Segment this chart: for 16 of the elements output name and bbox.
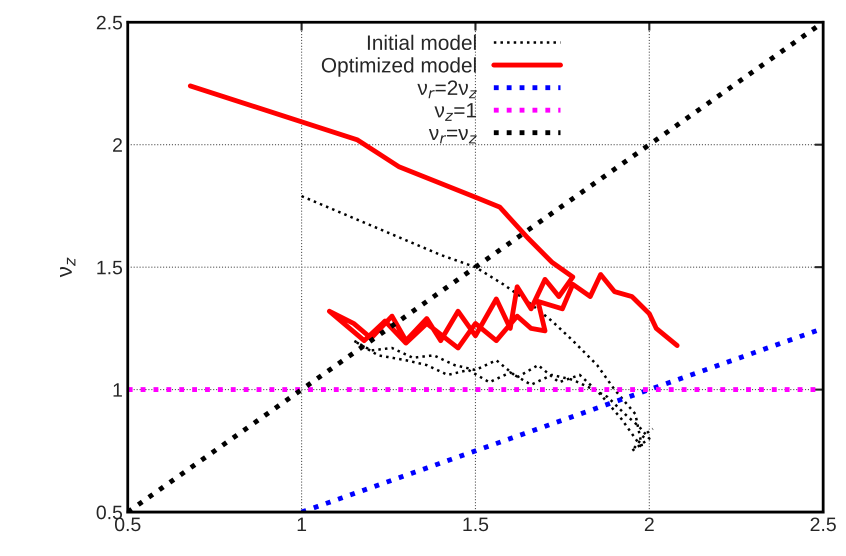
y-axis-title: ν$_{z}$ <box>60 258 76 278</box>
legend-label: ν$_{r}$=2ν$_{z}$ <box>417 80 477 98</box>
legend-label: Initial model <box>368 34 476 50</box>
x-tick-label: 2 <box>644 517 654 532</box>
legend-label: ν$_{r}$=ν$_{z}$ <box>428 128 477 144</box>
x-tick-label: 1.5 <box>463 518 488 532</box>
x-tick-label: 2.5 <box>810 517 836 532</box>
y-tick-label: 1.5 <box>97 260 122 274</box>
line-series <box>300 194 654 452</box>
y-tick-label: 1 <box>114 383 122 397</box>
y-tick-label: 2 <box>113 138 122 152</box>
y-tick-label: 0.5 <box>96 506 122 520</box>
legend-label: ν$_{z}$=1 <box>434 103 476 121</box>
y-tick-label: 2.5 <box>96 16 122 30</box>
legend-label: Optimized model <box>322 57 476 77</box>
x-tick-label: 1 <box>298 518 306 532</box>
